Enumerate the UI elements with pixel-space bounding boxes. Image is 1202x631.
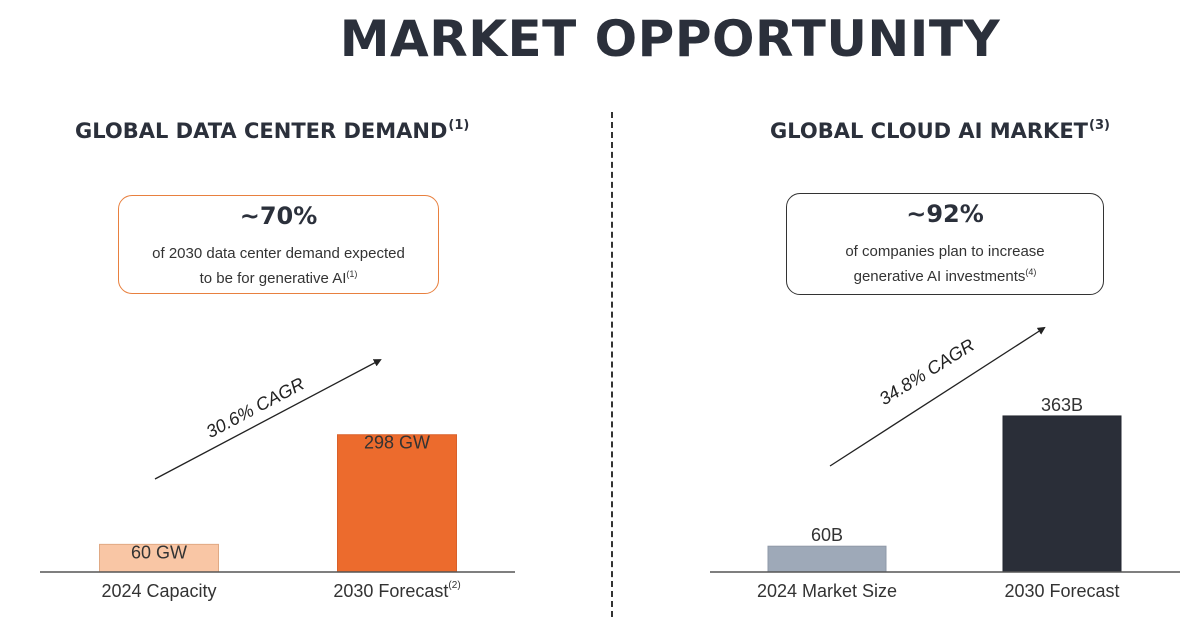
left-callout-description: of 2030 data center demand expected to b… xyxy=(119,244,438,289)
right-heading-text: GLOBAL CLOUD AI MARKET xyxy=(770,119,1089,143)
right-heading-footnote: (3) xyxy=(1089,118,1110,133)
right-callout-box: ~92% of companies plan to increase gener… xyxy=(786,193,1104,295)
bar-data-label-2: 363B xyxy=(1041,395,1083,415)
left-callout-box: ~70% of 2030 data center demand expected… xyxy=(118,195,439,294)
left-callout-footnote: (1) xyxy=(346,269,358,279)
left-callout-line2: to be for generative AI xyxy=(199,270,347,287)
bar-2 xyxy=(337,434,457,573)
bar-data-label-1: 60 GW xyxy=(131,542,187,562)
right-panel-heading: GLOBAL CLOUD AI MARKET(3) xyxy=(770,118,1110,143)
left-cagr-arrow xyxy=(154,359,382,480)
left-heading-footnote: (1) xyxy=(448,118,470,133)
left-bar-chart: 30.6% CAGR 60 GW 298 GW 2024 Capacity 2030… xyxy=(40,359,515,601)
category-footnote-2: (2) xyxy=(448,580,460,591)
right-callout-line2: generative AI investments xyxy=(853,268,1026,285)
bar-data-label-1: 60B xyxy=(811,525,843,545)
bar-1 xyxy=(99,543,219,573)
right-cagr-label: 34.8% CAGR xyxy=(876,335,978,409)
left-callout-line1: of 2030 data center demand expected xyxy=(152,245,405,262)
left-panel-heading: GLOBAL DATA CENTER DEMAND(1) xyxy=(75,118,469,143)
bar-1 xyxy=(767,545,887,573)
left-panel: GLOBAL DATA CENTER DEMAND(1) ~70% of 203… xyxy=(0,0,600,631)
right-callout-footnote: (4) xyxy=(1025,267,1037,277)
right-callout-line1: of companies plan to increase xyxy=(845,243,1045,260)
right-callout-description: of companies plan to increase generative… xyxy=(787,242,1103,287)
left-callout-stat: ~70% xyxy=(239,202,318,230)
right-callout-stat: ~92% xyxy=(906,200,984,228)
bar-2 xyxy=(1002,415,1122,573)
page-title: MARKET OPPORTUNITY xyxy=(339,10,1001,68)
category-label-2: 2030 Forecast(2) xyxy=(333,580,460,601)
left-cagr-label: 30.6% CAGR xyxy=(203,374,308,442)
right-panel: GLOBAL CLOUD AI MARKET(3) ~92% of compan… xyxy=(620,0,1202,631)
left-heading-text: GLOBAL DATA CENTER DEMAND xyxy=(75,119,448,143)
right-cagr-arrow xyxy=(829,326,1046,467)
category-label-2: 2030 Forecast xyxy=(1004,581,1119,601)
panel-divider xyxy=(611,112,613,617)
right-bar-chart: 34.8% CAGR 60B 363B 2024 Market Size 2030 … xyxy=(710,326,1180,601)
bar-data-label-2: 298 GW xyxy=(364,433,430,453)
category-label-1: 2024 Market Size xyxy=(757,581,897,601)
category-label-1: 2024 Capacity xyxy=(101,581,216,601)
